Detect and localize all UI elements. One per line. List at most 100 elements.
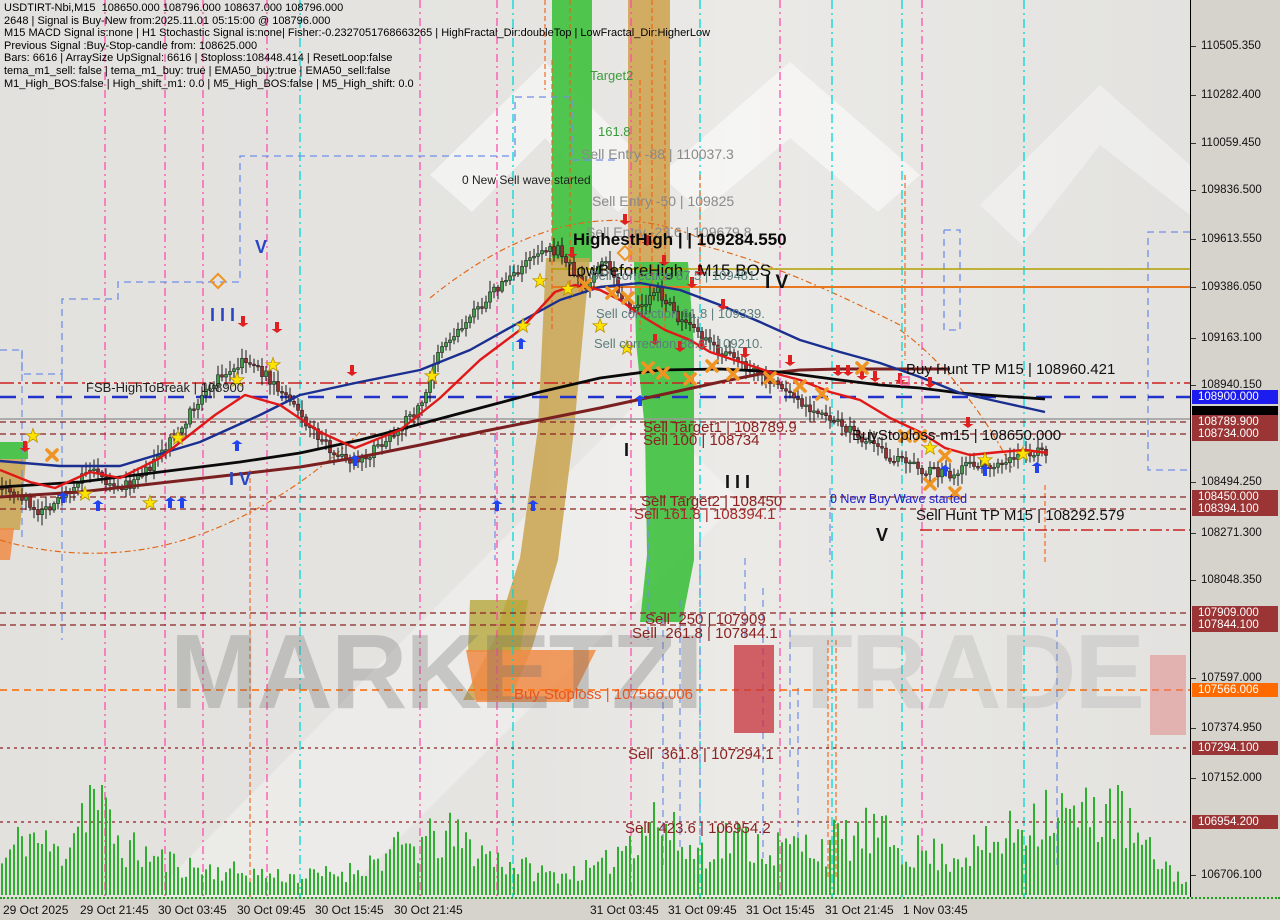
volume-bar xyxy=(165,872,167,895)
info-line: Bars: 6616 | ArraySize UpSignal: 6616 | … xyxy=(4,52,393,65)
sell-arrow-down-icon xyxy=(832,365,844,376)
candle-body xyxy=(508,275,512,281)
price-level-tag: 107566.006 xyxy=(1192,683,1278,697)
channel-step-line xyxy=(0,96,620,375)
envelope-curve xyxy=(899,329,1013,469)
volume-bar xyxy=(625,845,627,895)
volume-bar xyxy=(353,874,355,895)
volume-bar xyxy=(593,865,595,895)
volume-bar xyxy=(933,838,935,895)
volume-bar xyxy=(461,848,463,895)
background-chevron xyxy=(430,62,660,212)
candle-body xyxy=(248,362,252,365)
candle-body xyxy=(448,339,452,343)
volume-bar xyxy=(885,815,887,895)
volume-bar xyxy=(205,869,207,895)
volume-bar xyxy=(73,833,75,895)
volume-bar xyxy=(65,858,67,895)
sell-arrow-down-icon xyxy=(869,371,881,382)
candle-body xyxy=(1004,462,1008,465)
volume-bar xyxy=(525,857,527,895)
volume-bar xyxy=(177,867,179,895)
candle-body xyxy=(648,295,652,305)
candle-body xyxy=(656,287,660,293)
volume-bar xyxy=(237,873,239,895)
volume-bar xyxy=(929,863,931,895)
candle-body xyxy=(444,342,448,347)
candle-body xyxy=(564,256,568,263)
volume-bar xyxy=(901,864,903,895)
volume-bar xyxy=(577,880,579,895)
candle-body xyxy=(916,461,920,469)
candle-body xyxy=(876,443,880,447)
volume-bar xyxy=(77,826,79,895)
candle-body xyxy=(732,352,736,358)
volume-bar xyxy=(157,856,159,895)
candle-body xyxy=(80,473,84,484)
price-axis[interactable]: 110505.350 110282.400 110059.450 109836.500… xyxy=(1191,0,1280,897)
indicator-info-block: USDTIRT-Nbi,M15 108650.000 108796.000 10… xyxy=(4,2,1154,90)
indicator-band xyxy=(463,258,590,700)
candle-body xyxy=(804,404,808,407)
volume-bar xyxy=(1037,846,1039,895)
price-tick-label: 110282.400 xyxy=(1201,89,1261,101)
candle-body xyxy=(816,410,820,414)
candle-body xyxy=(808,404,812,413)
volume-bar xyxy=(425,835,427,895)
candle-body xyxy=(544,250,548,253)
volume-bar xyxy=(857,821,859,895)
chart-plot-area[interactable]: MARKETZI TRADE USDTIRT-Nbi,M15 108650.00… xyxy=(0,0,1191,897)
candle-body xyxy=(412,414,416,418)
volume-bar xyxy=(245,875,247,895)
volume-bar xyxy=(261,868,263,895)
volume-bar xyxy=(817,861,819,895)
candle-body xyxy=(560,245,564,257)
candlestick-chart[interactable] xyxy=(0,0,1190,897)
volume-bar xyxy=(501,866,503,895)
volume-bar xyxy=(45,830,47,895)
buy-signal-star-icon xyxy=(591,317,609,334)
volume-bar xyxy=(41,843,43,895)
volume-bar xyxy=(1097,841,1099,895)
buy-signal-star-icon xyxy=(976,451,994,468)
volume-bar xyxy=(761,858,763,895)
buy-signal-star-icon xyxy=(24,427,42,444)
volume-bar xyxy=(697,847,699,895)
volume-bar xyxy=(1057,817,1059,895)
candle-body xyxy=(704,337,708,341)
price-tick-mark xyxy=(1191,46,1196,47)
exit-x-icon xyxy=(898,429,912,443)
time-axis[interactable]: 29 Oct 2025 29 Oct 21:45 30 Oct 03:45 30 Oc… xyxy=(0,897,1280,920)
volume-bar xyxy=(329,871,331,895)
volume-bar xyxy=(789,844,791,895)
volume-bar xyxy=(757,834,759,895)
volume-bar xyxy=(657,827,659,895)
volume-bar xyxy=(853,835,855,895)
candle-body xyxy=(972,461,976,467)
volume-bar xyxy=(141,866,143,895)
candle-body xyxy=(996,462,1000,468)
volume-bar xyxy=(693,858,695,895)
indicator-band xyxy=(0,528,14,560)
volume-bar xyxy=(961,867,963,895)
candle-body xyxy=(608,261,612,271)
volume-bar xyxy=(221,880,223,895)
volume-bar xyxy=(1177,871,1179,895)
buy-arrow-up-icon xyxy=(939,465,951,476)
volume-bar xyxy=(185,876,187,895)
volume-bar xyxy=(1117,785,1119,895)
volume-bar xyxy=(965,857,967,895)
candle-body xyxy=(324,439,328,442)
volume-bar xyxy=(1089,827,1091,895)
price-tick-mark xyxy=(1191,338,1196,339)
buy-arrow-up-icon xyxy=(92,500,104,511)
volume-bar xyxy=(57,846,59,895)
candle-body xyxy=(912,461,916,464)
exit-x-icon xyxy=(948,486,962,500)
volume-bar xyxy=(1009,810,1011,895)
price-tick-label: 109386.050 xyxy=(1201,281,1262,293)
volume-bar xyxy=(5,857,7,895)
price-tick-label: 108048.350 xyxy=(1201,574,1262,586)
volume-bar xyxy=(313,869,315,895)
candle-body xyxy=(1032,455,1036,458)
